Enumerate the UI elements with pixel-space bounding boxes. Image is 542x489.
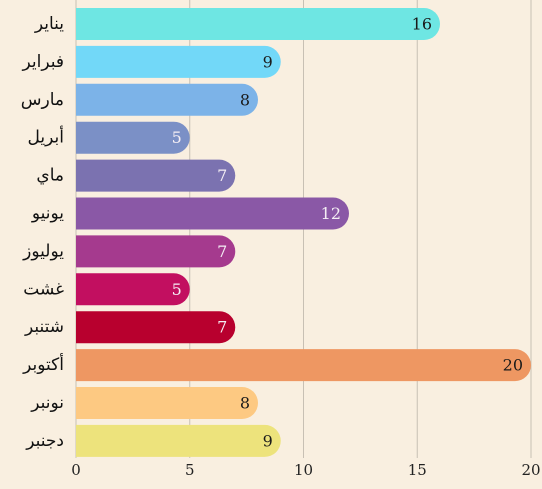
value-label: 8 xyxy=(240,90,250,109)
value-label: 7 xyxy=(217,318,227,337)
y-tick-label: فبراير xyxy=(22,52,64,72)
y-tick-label: يونيو xyxy=(31,204,64,224)
bar xyxy=(76,235,236,268)
x-tick-label: 10 xyxy=(294,461,313,479)
y-tick-label: غشت xyxy=(23,279,64,299)
bar xyxy=(76,121,190,154)
bar xyxy=(76,349,531,382)
bar xyxy=(76,311,236,344)
x-tick-label: 20 xyxy=(521,461,540,479)
bar xyxy=(76,424,281,457)
y-tick-label: مارس xyxy=(21,90,64,110)
y-tick-label: دجنبر xyxy=(25,431,64,451)
bar xyxy=(76,159,236,192)
value-label: 20 xyxy=(503,356,523,375)
y-tick-label: أكتوبر xyxy=(22,353,64,375)
y-tick-label: أبريل xyxy=(28,126,64,148)
bar xyxy=(76,197,349,230)
value-label: 12 xyxy=(321,204,341,223)
x-tick-label: 15 xyxy=(408,461,427,479)
value-label: 5 xyxy=(172,128,182,147)
value-label: 7 xyxy=(217,166,227,185)
y-tick-label: ماي xyxy=(36,166,64,186)
value-label: 9 xyxy=(263,431,273,450)
x-tick-label: 5 xyxy=(185,461,195,479)
bar xyxy=(76,8,440,40)
value-label: 7 xyxy=(217,242,227,261)
bar xyxy=(76,273,190,306)
bar xyxy=(76,45,281,78)
value-label: 9 xyxy=(263,52,273,71)
y-tick-label: شتنبر xyxy=(24,317,64,337)
value-label: 8 xyxy=(240,394,250,413)
y-tick-label: نونبر xyxy=(30,393,64,413)
value-label: 16 xyxy=(412,15,432,34)
value-label: 5 xyxy=(172,280,182,299)
y-tick-label: يناير xyxy=(34,14,64,34)
x-tick-label: 0 xyxy=(71,461,81,479)
y-tick-label: يوليوز xyxy=(22,241,64,261)
bar xyxy=(76,387,258,419)
bar xyxy=(76,83,258,116)
